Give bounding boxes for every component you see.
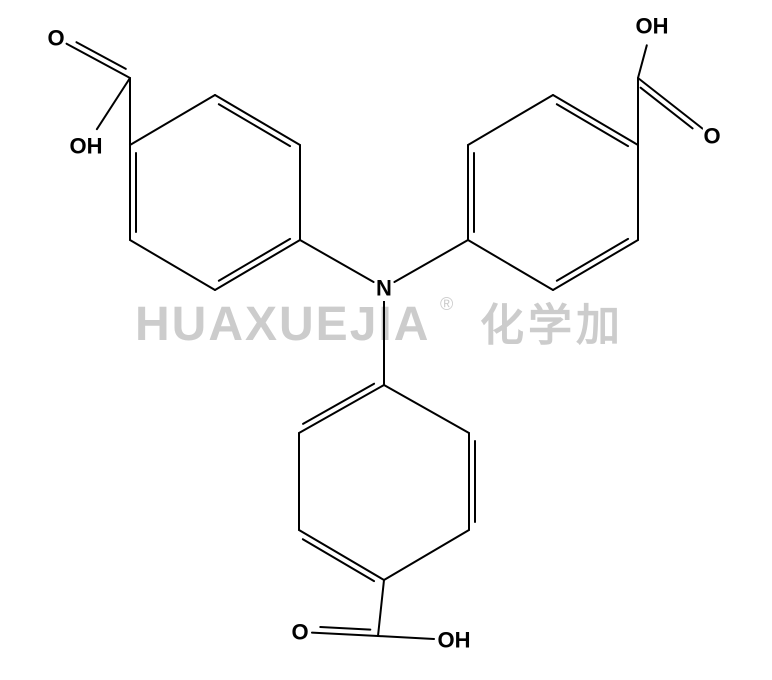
- bond-line: [303, 539, 374, 581]
- bond-line: [638, 45, 647, 78]
- bond-line: [312, 633, 378, 636]
- bond-line: [215, 95, 300, 145]
- bond-line: [384, 530, 469, 580]
- bond-line: [219, 239, 290, 281]
- bond-line: [557, 239, 628, 281]
- bond-line: [130, 95, 215, 145]
- atom-label-halo: [47, 25, 65, 51]
- bond-line: [638, 78, 703, 129]
- chemical-structure-svg: HUAXUEJIA®化学加NOOHOOHOOH: [0, 0, 772, 680]
- watermark: HUAXUEJIA ® 化学加: [135, 294, 624, 351]
- watermark-cjk: 化学加: [480, 301, 624, 350]
- atom-label-halo: [636, 13, 669, 39]
- bond-line: [378, 636, 434, 639]
- bond-line: [300, 240, 374, 282]
- bond-line: [394, 240, 468, 282]
- bond-line: [130, 240, 215, 290]
- bond-line: [641, 88, 693, 129]
- bond-line: [553, 240, 638, 290]
- bond-line: [76, 42, 125, 69]
- watermark-latin: HUAXUEJIA: [135, 298, 430, 351]
- bond-line: [215, 240, 300, 290]
- bond-line: [553, 95, 638, 145]
- bond-line: [468, 240, 553, 290]
- atom-label-halo: [375, 275, 393, 301]
- atom-label-halo: [70, 133, 103, 159]
- bond-line: [303, 384, 374, 424]
- watermark-registered: ®: [440, 294, 453, 314]
- canvas: HUAXUEJIA®化学加NOOHOOHOOH: [0, 0, 772, 680]
- bond-line: [320, 627, 370, 630]
- bond-line: [299, 385, 384, 433]
- bond-line: [468, 95, 553, 145]
- bond-line: [299, 530, 384, 580]
- atom-label-halo: [703, 123, 721, 149]
- bond-line: [219, 104, 290, 146]
- bond-line: [97, 78, 130, 129]
- bond-line: [67, 44, 130, 78]
- bond-line: [384, 385, 469, 433]
- bond-line: [557, 104, 628, 146]
- bond-line: [378, 580, 384, 636]
- atom-label-halo: [291, 619, 309, 645]
- atom-label-halo: [438, 627, 471, 653]
